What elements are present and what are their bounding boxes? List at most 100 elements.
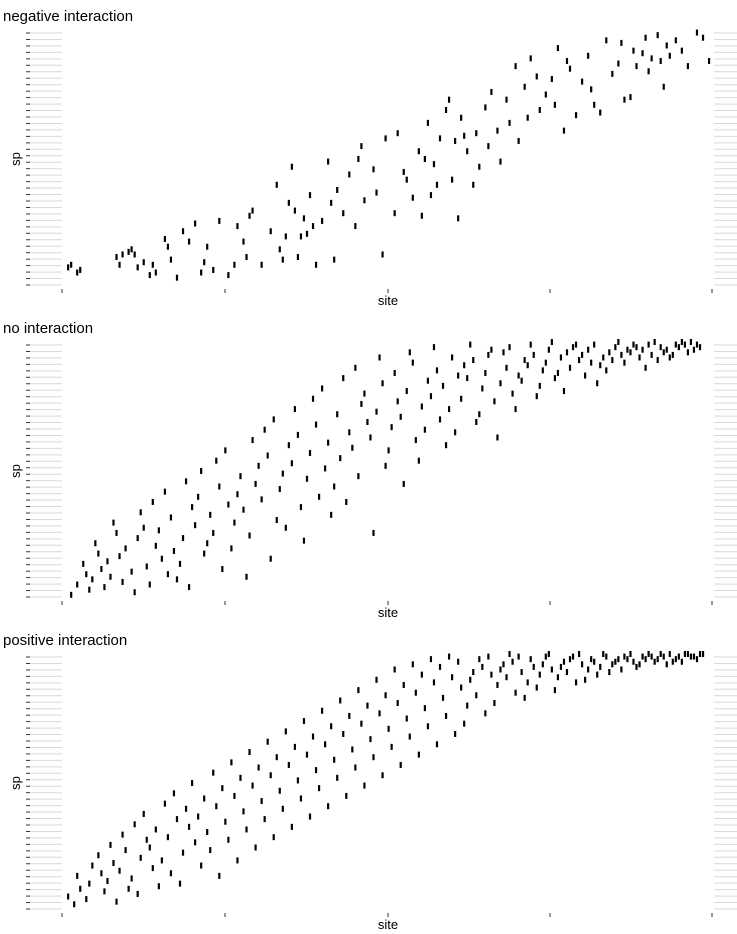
data-point xyxy=(587,52,590,59)
data-point xyxy=(342,375,345,382)
data-point xyxy=(109,841,112,848)
data-point xyxy=(284,728,287,735)
data-point xyxy=(478,411,481,418)
y-axis-label: sp xyxy=(8,152,23,166)
data-point xyxy=(457,658,460,665)
data-point xyxy=(475,692,478,699)
data-point xyxy=(317,493,321,500)
data-point xyxy=(118,553,121,560)
data-point xyxy=(508,119,511,126)
data-point xyxy=(248,212,251,219)
data-point xyxy=(333,756,336,763)
data-point xyxy=(160,857,163,864)
data-point xyxy=(659,57,662,64)
data-point xyxy=(635,344,638,351)
data-point xyxy=(565,669,569,676)
data-point xyxy=(215,457,218,464)
data-point xyxy=(623,359,626,366)
data-point xyxy=(163,488,166,495)
data-point xyxy=(203,550,206,557)
data-point xyxy=(411,359,414,366)
data-point xyxy=(608,349,611,356)
data-point xyxy=(692,653,696,660)
data-point xyxy=(166,834,170,841)
data-point xyxy=(299,233,303,240)
data-point xyxy=(302,537,306,544)
data-point xyxy=(508,344,511,351)
data-point xyxy=(438,663,442,670)
data-point xyxy=(257,764,260,771)
data-point xyxy=(590,86,593,93)
data-point xyxy=(517,137,520,144)
data-point xyxy=(698,651,702,657)
data-point xyxy=(665,42,668,49)
data-point xyxy=(650,653,653,660)
data-point xyxy=(200,269,203,276)
data-point xyxy=(590,656,593,663)
panel-title: no interaction xyxy=(3,320,94,337)
data-point xyxy=(157,883,160,890)
data-point xyxy=(429,656,433,663)
data-point xyxy=(269,228,272,235)
data-point xyxy=(611,357,614,364)
data-point xyxy=(242,506,245,513)
data-point xyxy=(481,385,484,392)
data-point xyxy=(393,210,396,217)
data-point xyxy=(505,96,508,103)
data-point xyxy=(263,426,266,433)
data-point xyxy=(70,591,73,598)
data-point xyxy=(275,517,278,524)
data-point xyxy=(484,710,487,717)
data-point xyxy=(544,359,547,366)
data-point xyxy=(169,256,173,263)
data-point xyxy=(172,790,176,797)
data-point xyxy=(574,341,578,348)
data-point xyxy=(411,661,414,668)
data-point xyxy=(151,498,154,505)
data-point xyxy=(215,803,218,810)
data-point xyxy=(112,859,115,866)
data-point xyxy=(160,555,163,562)
data-point xyxy=(402,168,405,175)
data-point xyxy=(405,715,408,722)
data-point xyxy=(487,143,490,150)
data-point xyxy=(671,351,674,358)
data-point xyxy=(121,578,124,585)
data-point xyxy=(587,666,590,673)
data-point xyxy=(441,694,445,701)
data-point xyxy=(556,369,560,376)
data-point xyxy=(647,651,650,657)
data-point xyxy=(124,847,127,854)
data-point xyxy=(608,669,611,676)
data-point xyxy=(308,192,312,199)
data-point xyxy=(172,547,176,554)
data-point xyxy=(197,493,200,500)
data-point xyxy=(305,475,309,482)
data-point xyxy=(230,759,233,766)
data-point xyxy=(593,101,596,108)
data-point xyxy=(372,529,375,536)
data-point xyxy=(620,666,623,673)
data-point xyxy=(278,787,281,794)
data-point xyxy=(324,741,327,748)
data-point xyxy=(154,542,157,549)
data-point xyxy=(118,261,121,268)
data-point xyxy=(336,411,339,418)
data-point xyxy=(587,346,590,353)
data-point xyxy=(614,658,617,665)
data-point xyxy=(354,364,357,371)
data-point xyxy=(311,395,315,402)
data-point xyxy=(544,91,547,98)
data-point xyxy=(511,390,514,397)
data-point xyxy=(644,364,647,371)
data-point xyxy=(460,395,463,402)
data-point xyxy=(67,893,70,900)
data-point xyxy=(130,568,133,575)
data-point xyxy=(187,584,191,591)
data-point xyxy=(499,380,502,387)
data-point xyxy=(236,857,239,864)
data-point xyxy=(629,651,632,657)
data-point xyxy=(290,823,293,830)
data-point xyxy=(571,344,575,351)
data-point xyxy=(641,50,644,57)
